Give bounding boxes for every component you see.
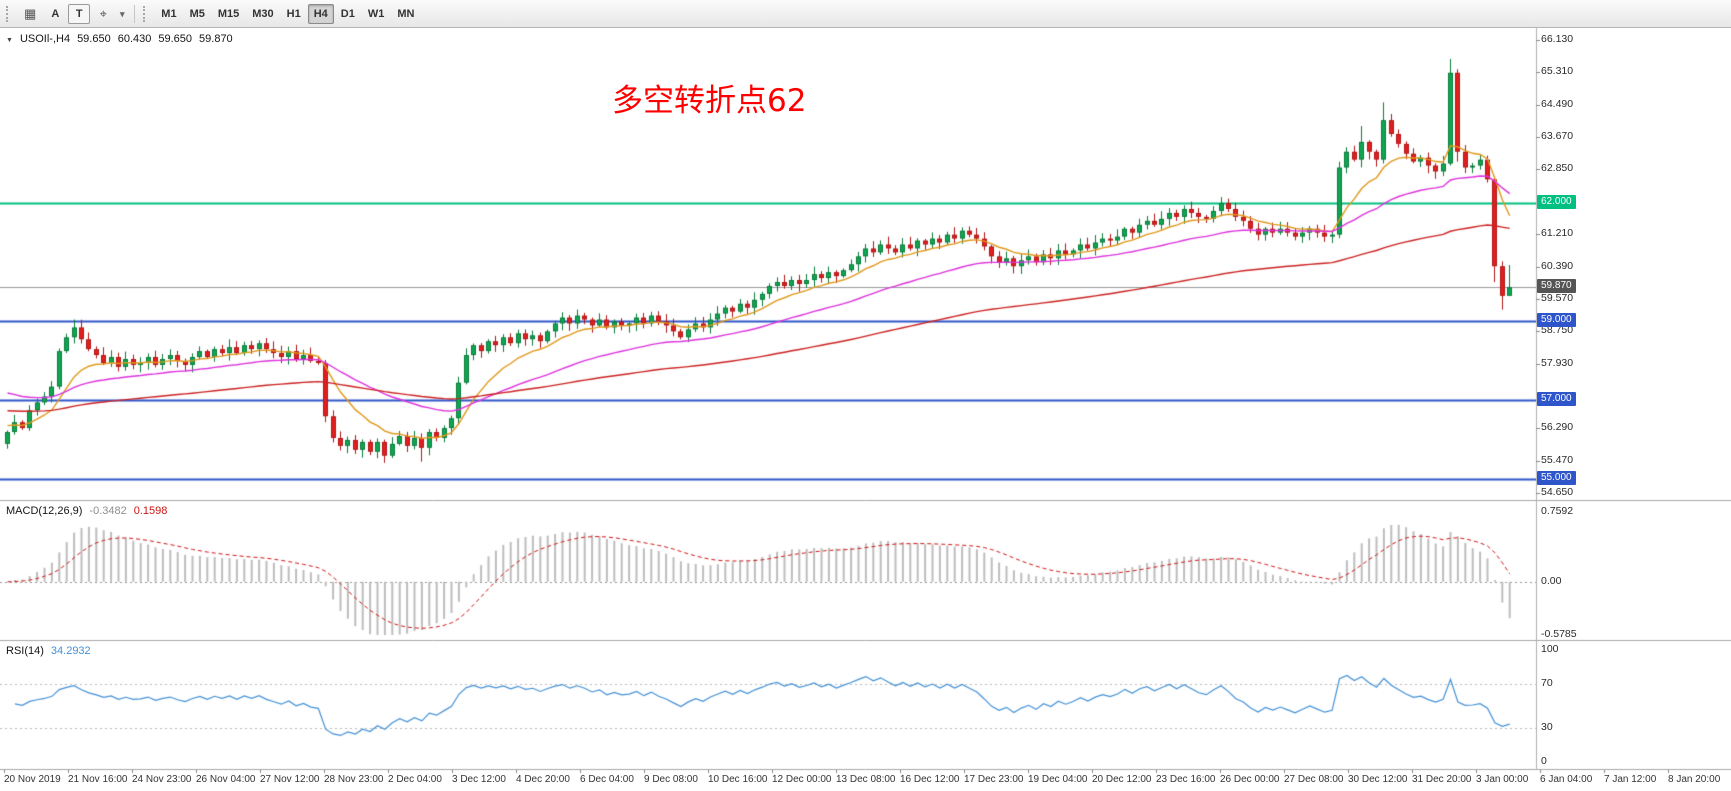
price-axis-label: 61.210 — [1541, 227, 1574, 239]
time-axis-label: 17 Dec 23:00 — [964, 774, 1024, 785]
timeframe-button-h4[interactable]: H4 — [307, 3, 334, 24]
timeframe-button-m30[interactable]: M30 — [246, 4, 279, 24]
time-axis-label: 31 Dec 20:00 — [1412, 774, 1472, 785]
price-axis-label: 58.750 — [1541, 324, 1574, 336]
rsi-axis-label: 30 — [1541, 721, 1553, 733]
symbol-info: ▼ USOIl-,H4 59.650 60.430 59.650 59.870 — [6, 33, 233, 45]
time-axis-label: 12 Dec 00:00 — [772, 774, 832, 785]
price-axis-label: 65.310 — [1541, 65, 1574, 77]
toolbar-separator — [134, 4, 136, 23]
time-axis-label: 26 Nov 04:00 — [196, 774, 256, 785]
time-axis-label: 20 Nov 2019 — [4, 774, 61, 785]
price-axis-label: 54.650 — [1541, 486, 1574, 498]
time-axis-label: 4 Dec 20:00 — [516, 774, 570, 785]
ohlc-close-value: 59.870 — [199, 33, 233, 45]
price-axis-label: 62.850 — [1541, 162, 1574, 174]
time-axis-label: 30 Dec 12:00 — [1348, 774, 1408, 785]
time-axis-label: 8 Jan 20:00 — [1668, 774, 1721, 785]
price-axis-label: 56.290 — [1541, 421, 1574, 433]
text-tool-button[interactable]: T — [68, 3, 91, 24]
hline-price-tag-55.000: 55.000 — [1537, 471, 1576, 485]
time-axis-label: 6 Jan 04:00 — [1540, 774, 1593, 785]
time-axis-label: 13 Dec 08:00 — [836, 774, 896, 785]
crosshair-tool-icon[interactable]: ⌖ — [92, 4, 114, 24]
timeframe-button-mn[interactable]: MN — [391, 4, 420, 24]
time-axis-label: 21 Nov 16:00 — [68, 774, 128, 785]
time-axis-label: 7 Jan 12:00 — [1604, 774, 1657, 785]
time-axis-label: 10 Dec 16:00 — [708, 774, 768, 785]
price-axis-label: 59.570 — [1541, 292, 1574, 304]
ohlc-open-value: 59.650 — [77, 33, 111, 45]
rsi-indicator-label: RSI(14) 34.2932 — [6, 645, 91, 657]
price-axis-label: 55.470 — [1541, 454, 1574, 466]
timeframe-button-m5[interactable]: M5 — [184, 4, 211, 24]
time-axis-label: 2 Dec 04:00 — [388, 774, 442, 785]
toolbar-drag-handle[interactable] — [6, 5, 11, 22]
ohlc-low-value: 59.650 — [158, 33, 193, 45]
symbol-timeframe-label: USOIl-,H4 — [19, 33, 71, 45]
timeframe-button-m1[interactable]: M1 — [155, 4, 182, 24]
price-axis-label: 57.930 — [1541, 357, 1574, 369]
time-axis-label: 9 Dec 08:00 — [644, 774, 698, 785]
symbol-marker-icon: ▼ — [6, 37, 13, 44]
current-price-tag: 59.870 — [1537, 279, 1576, 293]
macd-signal-value: 0.1598 — [133, 505, 168, 517]
timeframe-toolbar: M1 M5 M15 M30 H1 H4 D1 W1 MN — [155, 3, 420, 24]
time-axis-label: 27 Nov 12:00 — [260, 774, 320, 785]
chart-grid-icon[interactable]: ▦ — [18, 4, 42, 24]
macd-indicator-label: MACD(12,26,9) -0.3482 0.1598 — [6, 505, 167, 517]
hline-price-tag-62.000: 62.000 — [1537, 195, 1576, 209]
macd-axis-label: 0.00 — [1541, 575, 1562, 587]
time-axis-label: 28 Nov 23:00 — [324, 774, 384, 785]
rsi-axis-label: 100 — [1541, 643, 1559, 655]
time-axis-label: 3 Dec 12:00 — [452, 774, 506, 785]
price-axis-label: 64.490 — [1541, 98, 1574, 110]
ohlc-high-value: 60.430 — [117, 33, 152, 45]
time-axis-label: 19 Dec 04:00 — [1028, 774, 1088, 785]
macd-axis-label: -0.5785 — [1541, 628, 1577, 640]
chart-annotation-text[interactable]: 多空转折点62 — [612, 83, 807, 119]
hline-price-tag-59.000: 59.000 — [1537, 313, 1576, 327]
rsi-name: RSI(14) — [6, 645, 44, 657]
macd-name: MACD(12,26,9) — [6, 505, 83, 517]
rsi-axis-label: 70 — [1541, 677, 1553, 689]
hline-price-tag-57.000: 57.000 — [1537, 392, 1576, 406]
timeframe-button-m15[interactable]: M15 — [212, 4, 245, 24]
time-axis-label: 16 Dec 12:00 — [900, 774, 960, 785]
tool-dropdown-caret-icon[interactable]: ▾ — [116, 4, 128, 24]
timeframe-button-d1[interactable]: D1 — [335, 4, 361, 24]
time-axis-label: 20 Dec 12:00 — [1092, 774, 1152, 785]
time-axis-label: 3 Jan 00:00 — [1476, 774, 1529, 785]
top-toolbar: ▦ A T ⌖ ▾ M1 M5 M15 M30 H1 H4 D1 W1 MN — [0, 0, 1731, 28]
price-axis-label: 63.670 — [1541, 130, 1574, 142]
time-axis-label: 24 Nov 23:00 — [132, 774, 192, 785]
timeframe-button-w1[interactable]: W1 — [362, 4, 391, 24]
time-axis-label: 26 Dec 00:00 — [1220, 774, 1280, 785]
price-axis-label: 60.390 — [1541, 260, 1574, 272]
timeframe-drag-handle[interactable] — [143, 5, 148, 22]
annotation-tool-button[interactable]: A — [44, 4, 66, 24]
price-axis-label: 66.130 — [1541, 33, 1574, 45]
time-axis-label: 23 Dec 16:00 — [1156, 774, 1216, 785]
time-axis-label: 27 Dec 08:00 — [1284, 774, 1344, 785]
timeframe-button-h1[interactable]: H1 — [281, 4, 307, 24]
macd-axis-label: 0.7592 — [1541, 505, 1574, 517]
rsi-axis-label: 0 — [1541, 755, 1547, 767]
macd-main-value: -0.3482 — [89, 505, 127, 517]
time-axis-label: 6 Dec 04:00 — [580, 774, 634, 785]
rsi-value: 34.2932 — [50, 645, 91, 657]
